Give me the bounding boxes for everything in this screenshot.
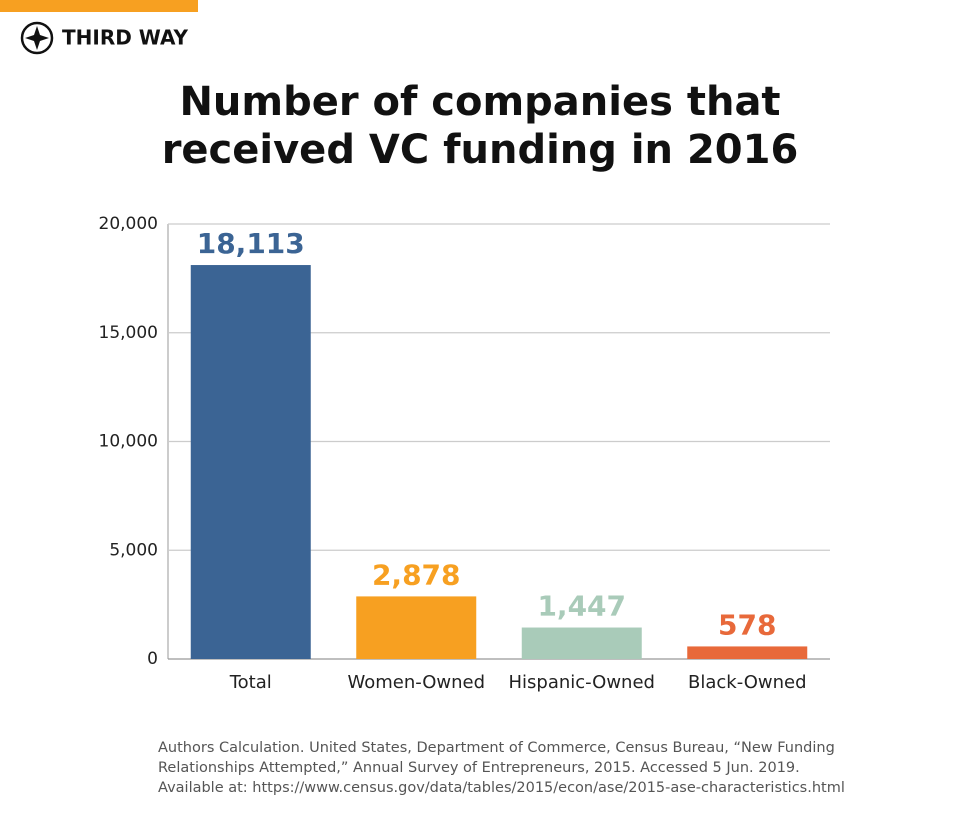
y-tick-label: 5,000	[109, 540, 158, 560]
x-tick-label: Women-Owned	[347, 672, 485, 693]
brand-name: THIRD WAY	[62, 26, 189, 50]
y-tick-label: 0	[147, 649, 158, 669]
y-tick-label: 20,000	[99, 214, 158, 234]
value-label: 1,447	[537, 590, 626, 623]
bar	[521, 627, 642, 659]
x-tick-label: Total	[229, 672, 272, 693]
x-tick-label: Hispanic-Owned	[509, 672, 655, 693]
bar	[687, 646, 808, 659]
y-tick-label: 15,000	[99, 323, 158, 343]
value-label: 18,113	[197, 227, 305, 260]
source-note: Authors Calculation. United States, Depa…	[158, 740, 845, 796]
x-tick-label: Black-Owned	[688, 672, 807, 693]
chart-title: Number of companies that received VC fun…	[161, 79, 799, 173]
value-label: 578	[718, 608, 776, 641]
bar	[190, 265, 311, 659]
y-tick-label: 10,000	[99, 432, 158, 452]
brand-stripe	[0, 0, 198, 12]
value-label: 2,878	[372, 558, 461, 591]
logo	[20, 21, 54, 55]
bar	[356, 596, 477, 659]
